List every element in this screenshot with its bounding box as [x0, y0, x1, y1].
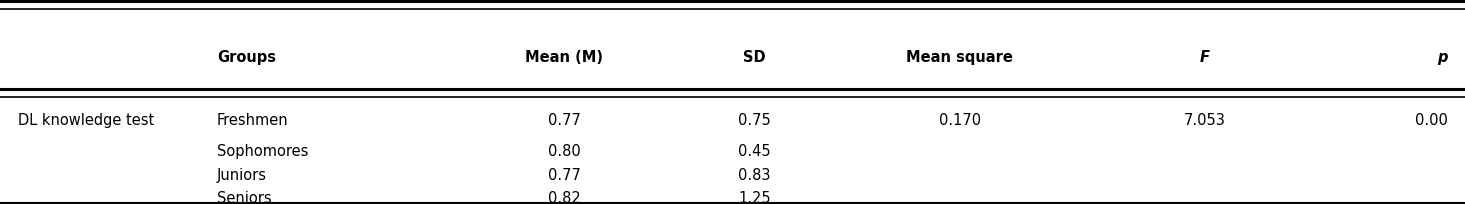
Text: Freshmen: Freshmen [217, 113, 289, 128]
Text: SD: SD [743, 50, 766, 65]
Text: 0.77: 0.77 [548, 113, 580, 128]
Text: 0.82: 0.82 [548, 191, 580, 204]
Text: Mean (M): Mean (M) [524, 50, 604, 65]
Text: 1.25: 1.25 [738, 191, 771, 204]
Text: 0.00: 0.00 [1415, 113, 1447, 128]
Text: Mean square: Mean square [907, 50, 1012, 65]
Text: 0.80: 0.80 [548, 144, 580, 160]
Text: Sophomores: Sophomores [217, 144, 308, 160]
Text: DL knowledge test: DL knowledge test [18, 113, 154, 128]
Text: F: F [1200, 50, 1209, 65]
Text: 0.45: 0.45 [738, 144, 771, 160]
Text: 0.83: 0.83 [738, 168, 771, 183]
Text: 0.75: 0.75 [738, 113, 771, 128]
Text: 0.77: 0.77 [548, 168, 580, 183]
Text: 7.053: 7.053 [1184, 113, 1225, 128]
Text: Seniors: Seniors [217, 191, 271, 204]
Text: 0.170: 0.170 [939, 113, 980, 128]
Text: p: p [1437, 50, 1447, 65]
Text: Groups: Groups [217, 50, 275, 65]
Text: Juniors: Juniors [217, 168, 267, 183]
